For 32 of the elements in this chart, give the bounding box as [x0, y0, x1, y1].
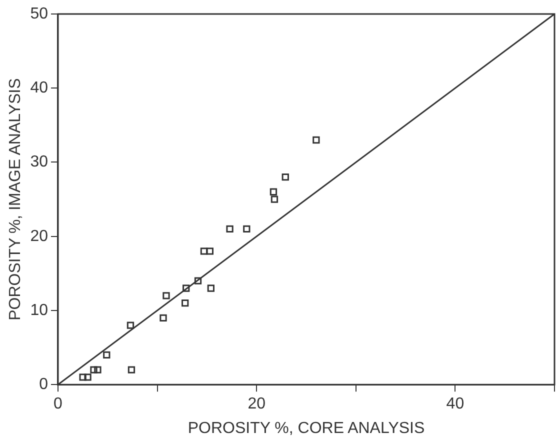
point [94, 366, 102, 374]
x-tick-label: 20 [248, 396, 266, 413]
point [270, 196, 278, 203]
x-tick-label: 40 [446, 396, 464, 413]
point [126, 322, 134, 329]
point [270, 188, 278, 196]
point [182, 299, 189, 307]
y-tick-label: 0 [39, 376, 48, 394]
point [79, 374, 86, 381]
point [182, 284, 190, 292]
point [160, 314, 167, 322]
point [90, 366, 98, 374]
point [312, 136, 320, 144]
point [243, 225, 250, 233]
point [194, 277, 202, 284]
point [282, 173, 289, 181]
point [84, 374, 92, 381]
y-axis-title: POROSITY %, IMAGE ANALYSIS [7, 78, 24, 320]
x-tick-label: 0 [54, 396, 63, 413]
y-tick-label: 50 [30, 5, 48, 22]
point [162, 292, 170, 300]
y-tick-label: 30 [30, 154, 48, 171]
point [200, 248, 208, 255]
point [207, 284, 214, 292]
point [128, 366, 136, 374]
point [206, 248, 214, 255]
y-tick-label: 10 [30, 302, 48, 319]
y-tick-label: 20 [30, 228, 48, 245]
y-tick-label: 40 [30, 80, 48, 97]
point [103, 351, 110, 359]
x-axis-title: POROSITY %, CORE ANALYSIS [188, 420, 425, 437]
point [226, 225, 234, 233]
